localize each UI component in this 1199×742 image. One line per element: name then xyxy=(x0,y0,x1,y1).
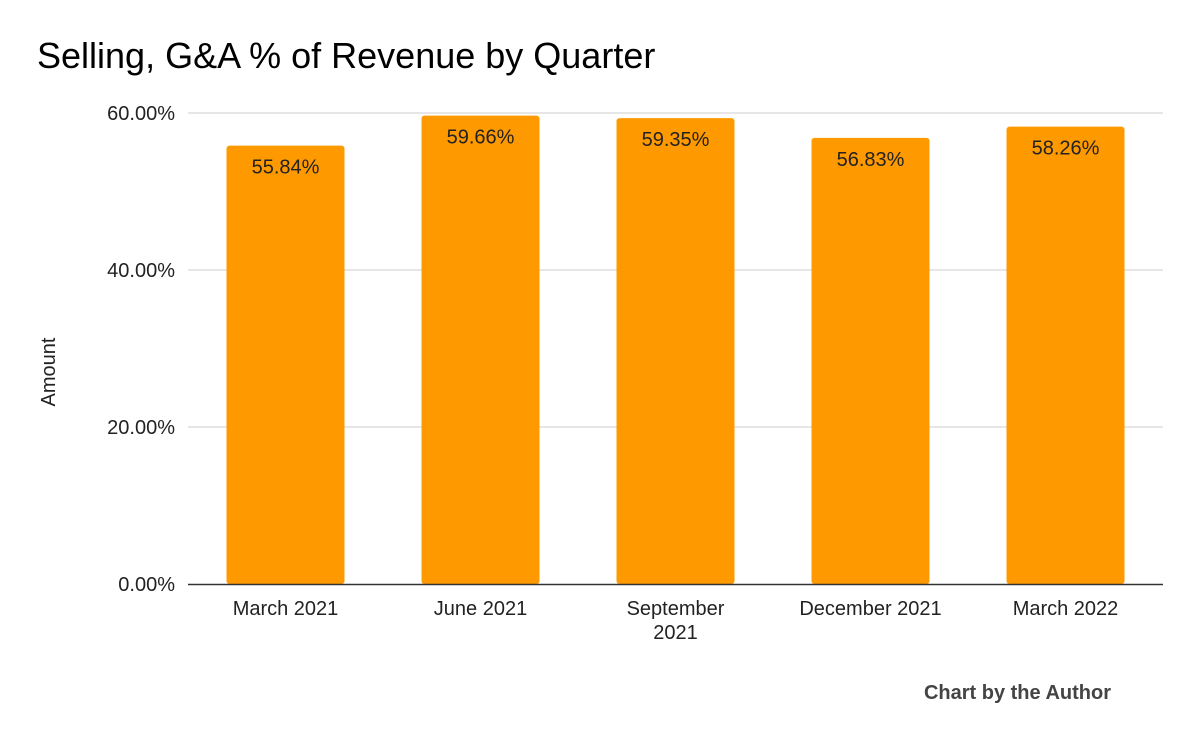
bars xyxy=(226,115,1125,584)
x-tick-label: September 2021 xyxy=(627,598,725,644)
y-tick-label: 20.00% xyxy=(107,417,175,439)
chart-credit: Chart by the Author xyxy=(924,682,1111,704)
y-tick-label: 40.00% xyxy=(107,260,175,282)
bar-data-label: 58.26% xyxy=(1032,138,1100,160)
y-axis-tick-labels: 0.00% 20.00% 40.00% 60.00% xyxy=(107,103,175,596)
bar xyxy=(811,137,930,584)
bar-data-label: 59.35% xyxy=(642,129,710,151)
bar-data-label: 56.83% xyxy=(837,149,905,171)
bar xyxy=(421,115,540,584)
bar-data-label: 59.66% xyxy=(447,127,515,149)
chart-title: Selling, G&A % of Revenue by Quarter xyxy=(37,35,655,76)
bar xyxy=(226,145,345,584)
y-tick-label: 0.00% xyxy=(118,574,175,596)
x-tick-label: March 2021 xyxy=(233,598,339,620)
y-axis-title: Amount xyxy=(38,337,60,406)
y-tick-label: 60.00% xyxy=(107,103,175,125)
bar xyxy=(616,118,735,584)
bar xyxy=(1006,126,1125,584)
x-axis-tick-labels: March 2021 June 2021 September 2021 December… xyxy=(233,598,1119,644)
x-tick-label: March 2022 xyxy=(1013,598,1119,620)
x-tick-label: June 2021 xyxy=(434,598,527,620)
x-tick-label: December 2021 xyxy=(799,598,941,620)
bar-data-label: 55.84% xyxy=(252,157,320,179)
bar-data-labels: 55.84% 59.66% 59.35% 56.83% 58.26% xyxy=(252,127,1100,179)
